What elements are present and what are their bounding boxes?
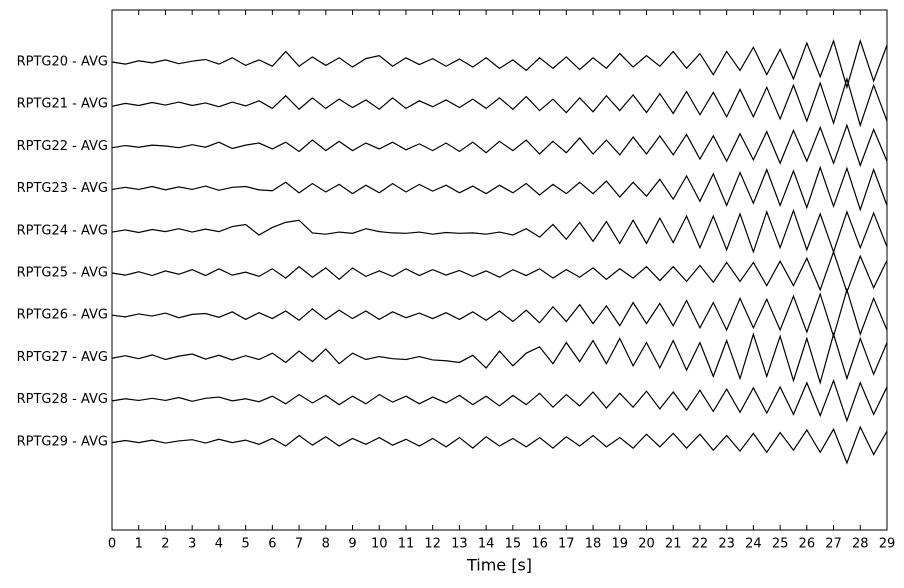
x-tick-label: 22	[692, 537, 709, 552]
channel-label: RPTG24 - AVG	[17, 223, 108, 238]
x-tick-label: 20	[638, 537, 655, 552]
trace	[111, 208, 888, 254]
x-tick-label: 29	[879, 537, 896, 552]
channel-label: RPTG20 - AVG	[17, 55, 108, 70]
x-tick-label: 3	[188, 537, 196, 552]
x-tick-label: 27	[825, 537, 842, 552]
x-tick-label: 19	[611, 537, 628, 552]
channel-label: RPTG23 - AVG	[17, 181, 108, 196]
trace	[111, 287, 888, 339]
x-tick-label: 14	[478, 537, 495, 552]
x-tick-label: 13	[451, 537, 468, 552]
channel-label: RPTG27 - AVG	[17, 350, 108, 365]
x-tick-label: 26	[799, 537, 816, 552]
x-tick-label: 17	[558, 537, 575, 552]
plot-frame	[111, 9, 888, 531]
x-tick-label: 5	[241, 537, 249, 552]
trace	[111, 76, 888, 128]
x-tick-label: 10	[371, 537, 388, 552]
x-tick-label: 2	[161, 537, 169, 552]
x-tick-label: 25	[772, 537, 789, 552]
x-tick-label: 6	[268, 537, 276, 552]
x-tick-label: 28	[852, 537, 869, 552]
channel-label: RPTG29 - AVG	[17, 434, 108, 449]
trace	[111, 332, 888, 385]
x-tick-label: 8	[322, 537, 330, 552]
x-tick-label: 9	[348, 537, 356, 552]
x-tick-label: 7	[295, 537, 303, 552]
x-tick-label: 1	[135, 537, 143, 552]
x-axis-label: Time [s]	[466, 556, 532, 575]
x-tick-label: 4	[215, 537, 223, 552]
x-tick-label: 12	[424, 537, 441, 552]
channel-label: RPTG22 - AVG	[17, 139, 108, 154]
x-tick-label: 0	[108, 537, 116, 552]
channel-label: RPTG28 - AVG	[17, 392, 108, 407]
x-tick-label: 21	[665, 537, 682, 552]
trace	[111, 378, 888, 423]
trace	[111, 250, 888, 294]
x-tick-label: 24	[745, 537, 762, 552]
x-tick-label: 23	[718, 537, 735, 552]
x-tick-label: 16	[531, 537, 548, 552]
trace	[111, 425, 888, 465]
channel-label: RPTG25 - AVG	[17, 266, 108, 281]
x-tick-label: 11	[398, 537, 415, 552]
trace	[111, 165, 888, 212]
x-tick-label: 18	[585, 537, 602, 552]
trace	[111, 123, 888, 168]
trace	[111, 38, 888, 90]
x-tick-label: 15	[505, 537, 522, 552]
channel-label: RPTG26 - AVG	[17, 308, 108, 323]
channel-label: RPTG21 - AVG	[17, 97, 108, 112]
